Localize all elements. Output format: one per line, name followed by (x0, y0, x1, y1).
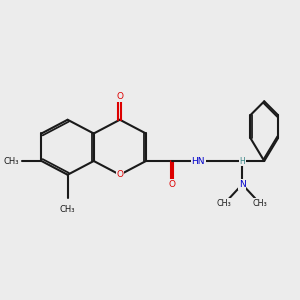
Text: H: H (239, 157, 245, 166)
Text: CH₃: CH₃ (253, 199, 268, 208)
Text: O: O (116, 170, 123, 179)
Text: O: O (116, 92, 123, 101)
Text: CH₃: CH₃ (217, 199, 232, 208)
Text: O: O (169, 180, 176, 189)
Text: CH₃: CH₃ (60, 205, 75, 214)
Text: N: N (239, 180, 246, 189)
Text: HN: HN (191, 157, 205, 166)
Text: CH₃: CH₃ (4, 157, 19, 166)
